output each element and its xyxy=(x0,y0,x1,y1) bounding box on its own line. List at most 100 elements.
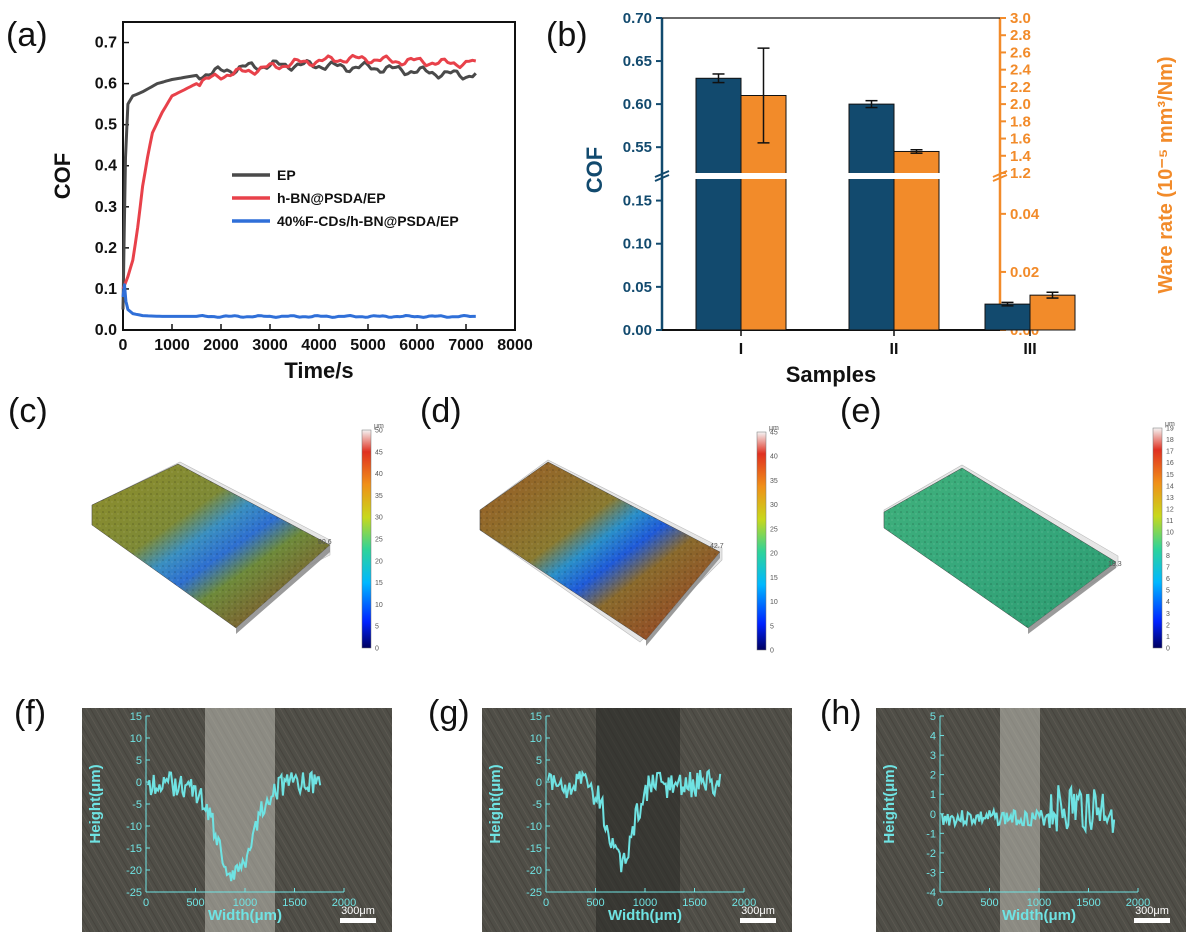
profile-x-label-f: 1500 xyxy=(282,897,306,909)
surface-max-label-d: 42.7 xyxy=(710,543,724,550)
left-break-mark xyxy=(654,170,670,178)
surface-texture-c xyxy=(92,464,330,628)
right-tick-label-b: 3.0 xyxy=(1010,10,1031,27)
scalebar-f xyxy=(340,918,376,923)
profile-x-label-g: 1000 xyxy=(633,897,657,909)
colorbar-tick-d: 5 xyxy=(770,623,774,630)
profile-x-label-h: 2000 xyxy=(1126,897,1150,909)
chart-a: 0 1000 2000 3000 4000 5000 6000 7000 8000 0.0 0.1 0… xyxy=(50,21,533,383)
profile-x-label-h: 1500 xyxy=(1076,897,1100,909)
profile-y-label-f: -5 xyxy=(132,799,142,811)
colorbar-tick-e: 11 xyxy=(1166,518,1173,525)
colorbar-tick-e: 7 xyxy=(1166,564,1170,571)
legend-label-2: 40%F-CDs/h-BN@PSDA/EP xyxy=(277,213,459,229)
profile-y-label-h: -1 xyxy=(926,828,936,840)
left-tick-label-b: 0.70 xyxy=(623,10,652,27)
cof-bar-2 xyxy=(984,303,1031,331)
profile-y-label-g: -25 xyxy=(526,887,542,899)
right-tick-label-b: 1.6 xyxy=(1010,131,1031,148)
profile-y-label-h: 3 xyxy=(930,750,936,762)
y-tick-label-a: 0.4 xyxy=(95,158,117,175)
colorbar-tick-c: 40 xyxy=(375,471,383,478)
colorbar-tick-e: 1 xyxy=(1166,634,1170,641)
right-tick-label-b: 0.02 xyxy=(1010,264,1039,281)
profile-y-label-g: 10 xyxy=(530,733,542,745)
right-tick-label-b: 1.2 xyxy=(1010,165,1031,182)
series-line-0 xyxy=(121,59,477,310)
profile-x-label-f: 0 xyxy=(143,897,149,909)
colorbar-tick-d: 20 xyxy=(770,551,778,558)
colorbar-tick-e: 19 xyxy=(1166,426,1174,433)
panel-label-f: (f) xyxy=(14,694,47,732)
left-tick-label-b: 0.55 xyxy=(623,139,652,156)
colorbar-tick-d: 10 xyxy=(770,599,778,606)
colorbar-tick-d: 15 xyxy=(770,575,778,582)
profile-y-title-g: Height(μm) xyxy=(487,764,504,843)
series-line-1 xyxy=(121,53,477,290)
panel-label-b: (b) xyxy=(546,16,588,54)
colorbar-tick-d: 35 xyxy=(770,478,778,485)
colorbar-tick-e: 9 xyxy=(1166,541,1170,548)
profile-y-label-f: 10 xyxy=(130,733,142,745)
y-tick-label-a: 0.2 xyxy=(95,240,117,257)
colorbar-c xyxy=(361,429,372,649)
surface-side-c xyxy=(236,545,330,634)
profile-y-label-f: -20 xyxy=(126,865,142,877)
profile-line-g xyxy=(547,768,722,873)
colorbar-unit-c: μm xyxy=(374,423,384,430)
legend-label-0: EP xyxy=(277,167,296,183)
series-line-2 xyxy=(121,283,476,319)
profile-y-label-h: 2 xyxy=(930,770,936,782)
colorbar-tick-c: 25 xyxy=(375,537,383,544)
left-tick-label-b: 0.15 xyxy=(623,193,652,210)
profile-y-label-h: 0 xyxy=(930,809,936,821)
chart-b: 0.700.650.600.550.150.100.050.003.02.82.… xyxy=(582,10,1177,387)
profile-line-f xyxy=(147,770,322,882)
right-tick-label-b: 2.2 xyxy=(1010,79,1031,96)
scalebar-label-h: 300μm xyxy=(1135,905,1169,917)
right-tick-label-b: 1.8 xyxy=(1010,113,1031,130)
colorbar-tick-c: 30 xyxy=(375,515,383,522)
y-tick-label-a: 0.0 xyxy=(95,322,117,339)
profile-y-label-g: -20 xyxy=(526,865,542,877)
panel-label-h: (h) xyxy=(820,694,862,732)
colorbar-tick-c: 5 xyxy=(375,624,379,631)
scalebar-label-g: 300μm xyxy=(741,905,775,917)
profile-y-label-g: 5 xyxy=(536,755,542,767)
profile-y-label-f: -10 xyxy=(126,821,142,833)
profile-y-label-g: 15 xyxy=(530,711,542,723)
profile-y-label-h: -3 xyxy=(926,867,936,879)
scalebar-h xyxy=(1134,918,1170,923)
surface-texture-d xyxy=(480,462,720,640)
panel-label-g: (g) xyxy=(428,694,470,732)
colorbar-e xyxy=(1152,427,1163,649)
profile-y-label-f: 15 xyxy=(130,711,142,723)
y-tick-label-a: 0.1 xyxy=(95,281,117,298)
profile-y-title-h: Height(μm) xyxy=(881,764,898,843)
x-tick-label-a: 3000 xyxy=(252,337,288,354)
x-tick-label-a: 0 xyxy=(119,337,128,354)
colorbar-tick-d: 0 xyxy=(770,648,774,655)
colorbar-tick-e: 8 xyxy=(1166,553,1170,560)
profile-y-label-f: 5 xyxy=(136,755,142,767)
colorbar-tick-d: 45 xyxy=(770,430,778,437)
micrograph-shade-f xyxy=(82,708,392,932)
colorbar-tick-e: 2 xyxy=(1166,622,1170,629)
right-tick-label-b: 0.04 xyxy=(1010,206,1040,223)
profile-x-label-f: 500 xyxy=(186,897,204,909)
colorbar-tick-e: 16 xyxy=(1166,460,1174,467)
profile-y-label-f: 0 xyxy=(136,777,142,789)
profile-y-label-g: -15 xyxy=(526,843,542,855)
left-tick-label-b: 0.10 xyxy=(623,236,652,253)
y-axis-title-right-b: Ware rate (10⁻⁵ mm³/Nm) xyxy=(1155,56,1177,293)
profile-x-label-g: 500 xyxy=(586,897,604,909)
colorbar-tick-e: 0 xyxy=(1166,646,1170,653)
colorbar-tick-e: 5 xyxy=(1166,588,1170,595)
colorbar-tick-c: 35 xyxy=(375,493,383,500)
right-tick-label-b: 2.4 xyxy=(1010,62,1032,79)
x-tick-label-a: 7000 xyxy=(448,337,484,354)
surface-scans: 50454035302520151050μm50.645403530252015… xyxy=(91,421,1175,655)
colorbar-tick-e: 12 xyxy=(1166,507,1174,514)
colorbar-tick-c: 20 xyxy=(375,558,383,565)
x-axis-title-a: Time/s xyxy=(284,358,353,383)
